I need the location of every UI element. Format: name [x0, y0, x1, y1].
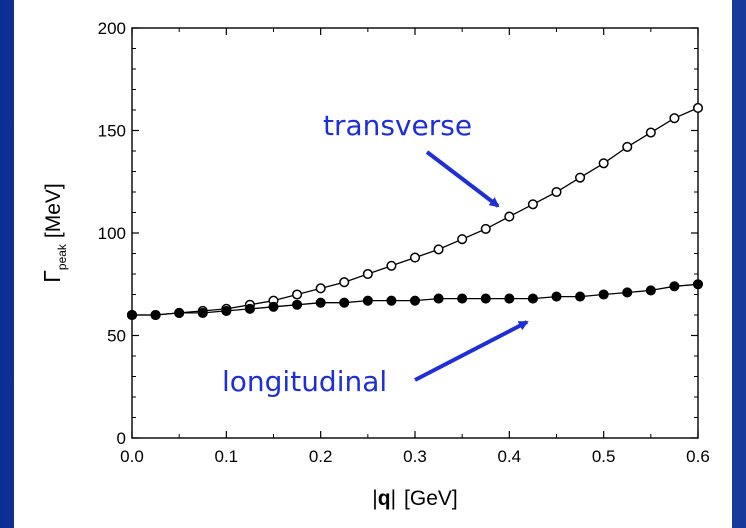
- annotation-longitudinal: longitudinal: [222, 365, 387, 398]
- x-tick-label: 0.2: [309, 447, 333, 466]
- x-tick-label: 0.3: [403, 447, 427, 466]
- series-points: [126, 102, 704, 321]
- data-point-filled: [409, 295, 421, 306]
- y-axis-ticks: 0 50 100 150 200: [98, 19, 698, 448]
- data-point-filled: [504, 293, 515, 304]
- x-axis-title-bar-left: |: [372, 487, 377, 510]
- x-tick-label: 0.0: [120, 447, 144, 466]
- data-point-filled: [150, 309, 161, 321]
- data-point-open: [339, 277, 350, 288]
- data-point-filled: [386, 295, 397, 306]
- data-point-open: [480, 223, 491, 234]
- y-axis-title: Γpeak [MeV]: [39, 183, 69, 283]
- y-tick-label: 0: [117, 429, 126, 448]
- data-point-filled: [669, 281, 680, 292]
- data-point-open: [504, 211, 515, 222]
- x-tick-label: 0.6: [686, 447, 710, 466]
- data-point-filled: [197, 307, 208, 319]
- data-point-filled: [527, 293, 538, 304]
- data-point-filled: [362, 295, 373, 306]
- data-point-filled: [292, 299, 303, 310]
- x-axis-title-q: q: [378, 487, 391, 510]
- data-point-filled: [622, 287, 633, 298]
- y-tick-label: 200: [98, 19, 126, 38]
- data-point-filled: [457, 293, 468, 304]
- data-point-open: [692, 102, 704, 113]
- data-point-filled: [598, 289, 609, 300]
- y-tick-label: 100: [98, 224, 126, 243]
- y-axis-title-gamma: Γ: [39, 270, 65, 283]
- x-axis-ticks: 0.0 0.1 0.2 0.3 0.4 0.5 0.6: [120, 28, 710, 466]
- y-tick-label: 150: [98, 122, 126, 141]
- x-tick-label: 0.4: [498, 447, 522, 466]
- data-point-open: [551, 186, 562, 198]
- data-point-filled: [575, 291, 586, 302]
- data-point-filled: [126, 309, 138, 321]
- data-point-filled: [315, 297, 326, 308]
- data-point-filled: [221, 305, 232, 316]
- y-tick-label: 50: [107, 327, 126, 346]
- data-point-open: [669, 113, 680, 124]
- annotation-transverse: transverse: [323, 109, 472, 142]
- data-point-open: [386, 260, 397, 271]
- x-tick-label: 0.1: [215, 447, 239, 466]
- y-axis-title-subscript: peak: [55, 243, 69, 270]
- x-tick-label: 0.5: [592, 447, 616, 466]
- data-point-open: [409, 252, 421, 263]
- data-point-filled: [551, 291, 562, 302]
- data-point-filled: [480, 293, 491, 304]
- arrow-transverse: [425, 150, 500, 208]
- plot-area-frame: [131, 27, 699, 439]
- data-point-filled: [268, 301, 279, 312]
- data-point-filled: [244, 303, 255, 314]
- data-point-open: [292, 289, 303, 300]
- x-axis-title-bar-right: |: [391, 487, 396, 510]
- data-point-open: [315, 283, 326, 294]
- data-point-filled: [645, 285, 656, 296]
- x-axis-title-unit: [GeV]: [404, 487, 458, 510]
- data-point-filled: [174, 307, 185, 319]
- data-point-open: [527, 199, 538, 210]
- data-point-open: [575, 172, 586, 183]
- data-point-open: [457, 234, 468, 245]
- data-point-open: [433, 244, 444, 255]
- arrow-longitudinal: [414, 320, 529, 382]
- data-point-open: [645, 127, 656, 138]
- data-point-open: [362, 268, 373, 280]
- data-point-open: [598, 158, 609, 169]
- data-point-filled: [433, 293, 444, 304]
- data-point-filled: [339, 297, 350, 308]
- data-point-filled: [692, 279, 704, 290]
- x-axis-title: |q| [GeV]: [372, 487, 457, 510]
- data-point-open: [622, 141, 633, 152]
- y-axis-title-unit: [MeV]: [42, 183, 65, 238]
